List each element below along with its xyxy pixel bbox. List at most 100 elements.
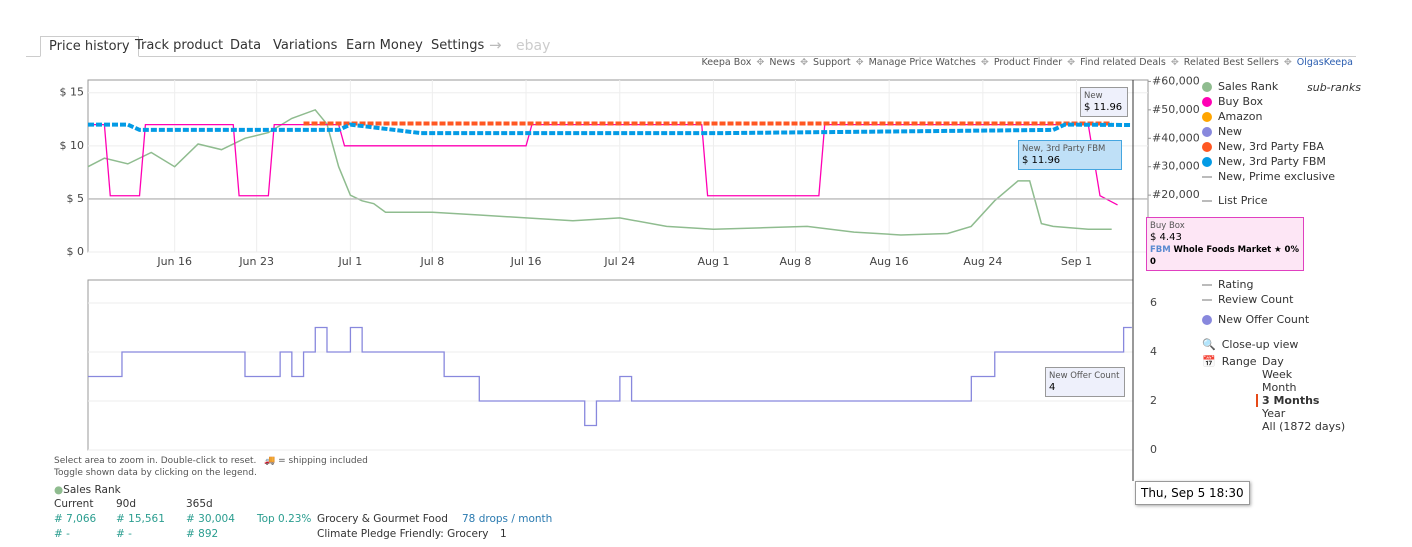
- arrow: →: [489, 36, 502, 54]
- legend-item[interactable]: List Price: [1202, 194, 1268, 207]
- legend-item[interactable]: Rating: [1202, 278, 1253, 291]
- tooltip-offers: New Offer Count 4: [1045, 367, 1125, 397]
- tooltip-title: New, 3rd Party FBM: [1022, 144, 1106, 154]
- legend-swatch: [1202, 96, 1212, 107]
- legend-label: Sales Rank: [1218, 80, 1279, 93]
- legend-item[interactable]: Review Count: [1202, 293, 1293, 306]
- legend-label: Review Count: [1218, 293, 1294, 306]
- legend-item[interactable]: New, Prime exclusive: [1202, 170, 1335, 183]
- tab[interactable]: Track product: [135, 38, 224, 53]
- tooltip-price: $ 11.96: [1022, 155, 1061, 166]
- tab[interactable]: Settings: [431, 38, 485, 53]
- stats-category: Grocery & Gourmet Food: [317, 513, 448, 525]
- legend-label: New: [1218, 125, 1242, 138]
- legend-item[interactable]: Buy Box: [1202, 95, 1263, 108]
- tooltip-value: 4: [1049, 382, 1056, 393]
- stats-cell: # -: [54, 528, 70, 540]
- stats-cell: # 30,004: [186, 513, 235, 525]
- y-tick-label: $ 0: [67, 245, 85, 258]
- x-tick-label: Aug 8: [779, 255, 811, 268]
- legend-label: New, 3rd Party FBM: [1218, 155, 1326, 168]
- y-tick-label: 0: [1150, 443, 1157, 456]
- legend-label: New Offer Count: [1218, 313, 1310, 326]
- range-option[interactable]: Year: [1262, 407, 1286, 420]
- plot-area: [87, 79, 1149, 253]
- legend-swatch: [1202, 199, 1212, 202]
- legend-swatch: [1202, 81, 1212, 92]
- tooltip-fbm: New, 3rd Party FBM $ 11.96: [1018, 140, 1122, 170]
- range-option[interactable]: Month: [1262, 381, 1297, 394]
- range-option[interactable]: All (1872 days): [1262, 420, 1346, 433]
- tooltip-new: New $ 11.96: [1080, 87, 1128, 117]
- link[interactable]: Keepa Box: [701, 57, 752, 68]
- range-options: Day Week Month 3 Months Year All (1872 days): [1256, 355, 1346, 433]
- series-line: [88, 123, 1118, 206]
- stats-note: 78 drops / month: [462, 513, 553, 525]
- tab[interactable]: Price history: [40, 36, 139, 57]
- x-tick-label: Jul 1: [337, 255, 362, 268]
- range: 📅 Range: [1202, 355, 1257, 368]
- stats-top: Top 0.23%: [257, 513, 312, 525]
- range-option[interactable]: 3 Months: [1256, 394, 1345, 407]
- y2-tick-label: #40,000: [1152, 131, 1200, 144]
- stats-title-text: Sales Rank: [63, 484, 121, 496]
- tooltip-title: New: [1084, 91, 1103, 101]
- legend-swatch: [1202, 298, 1212, 301]
- legend-swatch: [1202, 111, 1212, 122]
- y2-tick-label: #20,000: [1152, 188, 1200, 201]
- range-option[interactable]: Week: [1262, 368, 1293, 381]
- tab[interactable]: Variations: [273, 38, 338, 53]
- link[interactable]: Manage Price Watches: [851, 57, 976, 68]
- legend: Sales Rank Buy Box Amazon New New, 3rd Party…: [1202, 80, 1402, 340]
- stats-header: Current: [54, 498, 94, 510]
- link[interactable]: Support: [795, 57, 851, 68]
- legend-swatch: [1202, 314, 1212, 325]
- legend-item[interactable]: New, 3rd Party FBM: [1202, 155, 1326, 168]
- x-tick-label: Sep 1: [1061, 255, 1092, 268]
- links: Keepa BoxNewsSupportManage Price Watches…: [701, 57, 1353, 68]
- link[interactable]: News: [751, 57, 795, 68]
- stats-cell: # 7,066: [54, 513, 97, 525]
- legend-item[interactable]: New: [1202, 125, 1242, 138]
- legend-item[interactable]: Amazon: [1202, 110, 1262, 123]
- legend-swatch: [1202, 141, 1212, 152]
- link[interactable]: OlgasKeepa: [1279, 57, 1353, 68]
- stats-cell: # 15,561: [116, 513, 165, 525]
- legend-swatch: [1202, 175, 1212, 178]
- sub-ranks[interactable]: sub-ranks: [1307, 81, 1361, 94]
- y-tick-label: 4: [1150, 345, 1157, 358]
- x-tick-label: Jun 16: [156, 255, 192, 268]
- range-title: Range: [1221, 355, 1257, 368]
- y-tick-label: 2: [1150, 394, 1157, 407]
- range-option[interactable]: Day: [1262, 355, 1284, 368]
- link[interactable]: Find related Deals: [1062, 57, 1166, 68]
- tooltip-seller: Whole Foods Market: [1173, 245, 1272, 255]
- stats-cell: # -: [116, 528, 132, 540]
- link[interactable]: Product Finder: [976, 57, 1062, 68]
- tab[interactable]: Data: [230, 38, 262, 53]
- legend-label: Rating: [1218, 278, 1254, 291]
- closeup-label[interactable]: Close-up view: [1221, 338, 1299, 351]
- legend-item[interactable]: New Offer Count: [1202, 313, 1309, 326]
- help-text: Toggle shown data by clicking on the leg…: [54, 468, 257, 478]
- stats-title: ●Sales Rank: [54, 484, 121, 496]
- tooltip-price: $ 11.96: [1084, 102, 1123, 113]
- y-tick-label: $ 10: [60, 139, 85, 152]
- x-tick-label: Aug 1: [697, 255, 729, 268]
- legend-item[interactable]: New, 3rd Party FBA: [1202, 140, 1324, 153]
- series-line: [88, 326, 1132, 427]
- legend-label: Amazon: [1218, 110, 1263, 123]
- legend-item[interactable]: Sales Rank: [1202, 80, 1278, 93]
- x-tick-label: Aug 16: [870, 255, 909, 268]
- ebay-link[interactable]: ebay: [516, 38, 551, 54]
- y2-tick-label: #60,000: [1152, 74, 1200, 87]
- tab[interactable]: Earn Money: [346, 38, 423, 53]
- closeup[interactable]: 🔍 Close-up view: [1202, 338, 1299, 351]
- tooltip-price: $ 4.43: [1150, 232, 1182, 243]
- legend-label: Buy Box: [1218, 95, 1263, 108]
- link[interactable]: Related Best Sellers: [1166, 57, 1279, 68]
- legend-swatch: [1202, 283, 1212, 286]
- help-text: = shipping included: [278, 456, 368, 466]
